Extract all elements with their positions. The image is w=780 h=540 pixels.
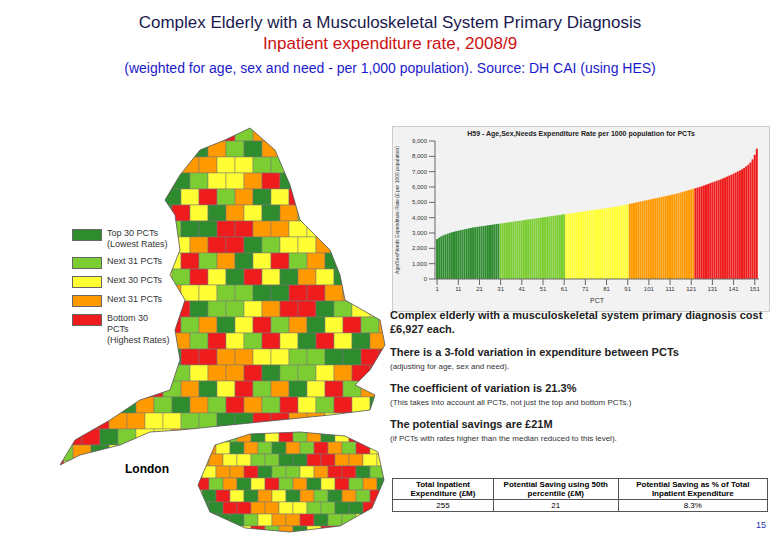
svg-text:2,000: 2,000	[412, 245, 428, 251]
html-text:The coefficient of variation i: The coefficient of variation is 21.3%	[390, 382, 577, 394]
svg-text:121: 121	[686, 286, 697, 292]
svg-text:4,000: 4,000	[412, 215, 428, 221]
html-text:There is a 3-fold variation in: There is a 3-fold variation in expenditu…	[390, 346, 679, 358]
html-text:Inpatient expenditure rate, 20: Inpatient expenditure rate, 2008/9	[262, 34, 518, 53]
svg-text:1,000: 1,000	[412, 261, 428, 267]
svg-text:8,000: 8,000	[412, 153, 428, 159]
svg-text:Age/Sex/Needs Expenditure Rate: Age/Sex/Needs Expenditure Rate (£ per 10…	[394, 146, 400, 274]
html-text:Next 31 PCTs: Next 31 PCTs	[107, 294, 162, 304]
svg-text:PCT: PCT	[590, 297, 605, 304]
svg-text:61: 61	[561, 286, 568, 292]
html-text:255: 255	[436, 501, 450, 510]
html-text:Top 30 PCTs: Top 30 PCTs	[107, 228, 158, 238]
html-text:Total Inpatient Expenditure (£: Total Inpatient Expenditure (£M)	[410, 480, 476, 498]
svg-text:81: 81	[603, 286, 610, 292]
svg-text:131: 131	[707, 286, 718, 292]
svg-text:31: 31	[497, 286, 504, 292]
svg-text:141: 141	[729, 286, 740, 292]
svg-text:3,000: 3,000	[412, 230, 428, 236]
svg-text:91: 91	[624, 286, 631, 292]
svg-text:71: 71	[582, 286, 589, 292]
html-text:(Lowest Rates): (Lowest Rates)	[107, 239, 168, 249]
svg-text:1: 1	[435, 286, 439, 292]
svg-text:101: 101	[644, 286, 655, 292]
svg-text:41: 41	[518, 286, 525, 292]
html-text:Complex elderly with a musculo: Complex elderly with a musculoskeletal s…	[390, 309, 763, 335]
svg-text:0: 0	[424, 276, 428, 282]
html-text:(if PCTs with rates higher tha: (if PCTs with rates higher than the medi…	[390, 434, 617, 443]
html-text:(adjusting for age, sex and ne: (adjusting for age, sex and need).	[390, 362, 510, 371]
svg-text:51: 51	[540, 286, 547, 292]
html-text:(weighted for age, sex and nee: (weighted for age, sex and need - per 1,…	[124, 60, 656, 76]
html-text:Complex Elderly with a Musculo: Complex Elderly with a Musculoskeletal S…	[138, 13, 642, 32]
svg-text:11: 11	[455, 286, 462, 292]
html-text:Bottom 30 PCTs: Bottom 30 PCTs	[107, 313, 148, 334]
svg-text:6,000: 6,000	[412, 184, 428, 190]
html-text:The potential savings are £21M: The potential savings are £21M	[390, 418, 553, 430]
html-text:H59 - Age,Sex,Needs Expenditur: H59 - Age,Sex,Needs Expenditure Rate per…	[467, 130, 695, 137]
svg-text:21: 21	[476, 286, 483, 292]
html-text:London: London	[125, 462, 169, 476]
html-text:Next 30 PCTs: Next 30 PCTs	[107, 275, 162, 285]
html-text:Potential Saving as % of Total: Potential Saving as % of Total Inpatient…	[636, 480, 750, 498]
html-text:(Highest Rates): (Highest Rates)	[107, 335, 170, 345]
html-text:Next 31 PCTs: Next 31 PCTs	[107, 256, 162, 266]
html-text:15: 15	[756, 520, 766, 530]
html-text:8.3%: 8.3%	[683, 501, 702, 510]
svg-text:7,000: 7,000	[412, 169, 428, 175]
svg-text:111: 111	[665, 286, 675, 292]
svg-text:151: 151	[750, 286, 761, 292]
svg-text:5,000: 5,000	[412, 199, 428, 205]
html-text:Potential Saving using 50th pe: Potential Saving using 50th percentile (…	[503, 480, 608, 498]
html-text:21: 21	[551, 501, 561, 510]
svg-text:9,000: 9,000	[412, 138, 428, 144]
html-text:(This takes into account all P: (This takes into account all PCTs, not j…	[390, 398, 632, 407]
